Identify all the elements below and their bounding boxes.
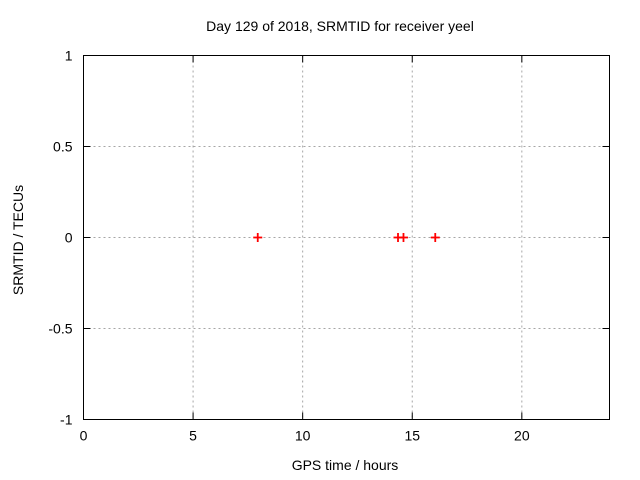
axis-ticks [83,55,610,420]
x-tick-label: 20 [514,428,530,444]
x-tick-label: 5 [189,428,197,444]
data-point-marker [430,233,440,242]
x-tick-label: 0 [80,428,88,444]
data-point-marker [398,233,408,242]
x-tick-label: 10 [295,428,311,444]
y-tick-label: 0 [65,230,73,246]
y-tick-label: -0.5 [48,321,72,337]
x-axis-label: GPS time / hours [292,457,399,473]
chart-title: Day 129 of 2018, SRMTID for receiver yee… [206,18,474,34]
plot-border [83,55,610,420]
tick-labels: 0 5 10 15 20 -1 -0.5 0 0.5 1 [48,48,529,444]
y-tick-label: 0.5 [53,139,73,155]
y-axis-label: SRMTID / TECUs [10,185,26,295]
data-points [253,233,440,242]
y-tick-label: -1 [60,412,73,428]
x-tick-label: 15 [404,428,420,444]
data-point-marker [253,233,263,242]
gridlines [83,55,610,420]
y-tick-label: 1 [65,48,73,64]
